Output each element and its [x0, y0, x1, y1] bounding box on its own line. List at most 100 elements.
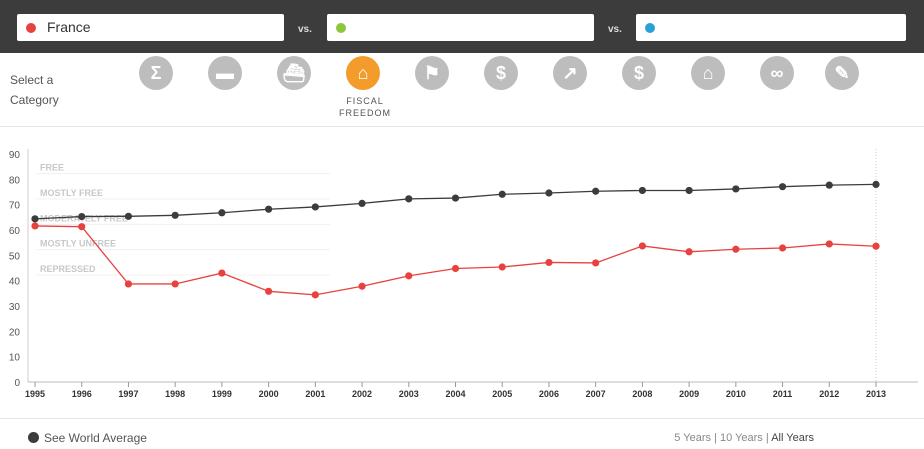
y-tick-label: 20	[9, 327, 21, 338]
data-point-world-average	[78, 212, 86, 221]
divider-bottom	[0, 418, 924, 419]
vs-label-2: vs.	[608, 24, 622, 35]
data-point-world-average	[545, 189, 553, 197]
data-point-france	[358, 282, 366, 290]
range-sep-1: |	[714, 432, 717, 444]
country-1-color-dot	[26, 23, 36, 33]
y-tick-label: 10	[9, 353, 21, 364]
data-point-france	[825, 240, 833, 248]
data-point-world-average	[778, 183, 787, 191]
data-point-world-average	[405, 195, 413, 203]
data-point-france	[124, 280, 133, 288]
country-input-3[interactable]	[636, 14, 906, 41]
range-sep-2: |	[765, 432, 769, 444]
dollar-icon[interactable]: $	[484, 56, 518, 90]
sigma-icon[interactable]: Σ	[139, 56, 173, 90]
data-point-world-average	[451, 194, 460, 202]
x-tick-label: 2003	[399, 389, 419, 399]
x-tick-label: 2012	[819, 389, 839, 399]
country-2-color-dot	[336, 23, 346, 33]
data-point-france	[545, 258, 553, 267]
flag-icon[interactable]: ⚑	[415, 56, 449, 90]
data-point-world-average	[825, 181, 833, 189]
band-label: REPRESSED	[40, 264, 96, 274]
divider-top	[0, 126, 924, 127]
data-point-world-average	[218, 209, 226, 217]
x-tick-label: 2009	[679, 389, 699, 399]
y-tick-label: 40	[9, 277, 21, 288]
x-tick-label: 2008	[632, 389, 652, 399]
y-tick-label: 80	[9, 175, 21, 186]
country-selector-bar: France vs. vs.	[0, 0, 924, 53]
x-tick-label: 2002	[352, 389, 372, 399]
country-1-name: France	[47, 19, 91, 35]
fiscal-building-icon[interactable]: ⌂	[346, 56, 380, 90]
data-point-world-average	[685, 186, 693, 195]
band-label: FREE	[40, 163, 64, 173]
y-tick-label: 30	[9, 302, 21, 313]
data-point-france	[31, 222, 39, 230]
house-icon[interactable]: ⌂	[691, 56, 725, 90]
data-point-france	[732, 245, 740, 253]
x-tick-label: 1998	[165, 389, 185, 399]
data-point-france	[171, 280, 179, 288]
series-line-france	[34, 225, 877, 296]
data-point-france	[778, 244, 787, 252]
y-tick-label: 60	[9, 226, 21, 237]
data-point-world-average	[171, 211, 179, 219]
x-tick-label: 2011	[773, 389, 793, 399]
data-point-world-average	[311, 203, 319, 211]
x-tick-label: 1997	[118, 389, 138, 399]
data-point-france	[685, 248, 693, 256]
world-average-label[interactable]: See World Average	[44, 431, 147, 445]
data-point-world-average	[124, 212, 133, 220]
x-tick-label: 1995	[25, 389, 45, 399]
x-tick-label: 1999	[212, 389, 232, 399]
mask-icon[interactable]: ∞	[760, 56, 794, 90]
data-point-france	[592, 259, 600, 267]
x-tick-label: 2004	[445, 389, 465, 399]
band-label: MOSTLY FREE	[40, 188, 103, 198]
active-category-label: FISCAL FREEDOM	[339, 96, 391, 118]
wrench-icon[interactable]: ✎	[825, 56, 859, 90]
y-tick-label: 70	[9, 201, 21, 212]
range-5-years[interactable]: 5 Years	[674, 432, 711, 444]
x-tick-label: 2005	[492, 389, 512, 399]
x-tick-label: 1996	[72, 389, 92, 399]
data-point-france	[498, 263, 506, 271]
ship-icon[interactable]: ⛴	[277, 56, 311, 90]
country-input-1[interactable]: France	[17, 14, 284, 41]
bank-icon[interactable]: $	[622, 56, 656, 90]
data-point-france	[872, 242, 880, 250]
x-tick-label: 2000	[259, 389, 279, 399]
data-point-france	[78, 223, 86, 231]
band-label: MOSTLY UNFREE	[40, 239, 116, 249]
data-point-world-average	[592, 187, 600, 195]
range-10-years[interactable]: 10 Years	[719, 432, 763, 444]
data-point-world-average	[732, 185, 740, 193]
chart-arrow-icon[interactable]: ↗	[553, 56, 587, 90]
x-tick-label: 2001	[305, 389, 325, 399]
data-point-world-average	[872, 180, 880, 188]
country-input-2[interactable]	[327, 14, 594, 41]
data-point-world-average	[638, 186, 646, 195]
y-tick-label: 0	[14, 378, 20, 389]
x-tick-label: 2007	[586, 389, 606, 399]
x-tick-label: 2013	[866, 389, 886, 399]
category-prompt: Select a Category	[10, 73, 59, 107]
data-point-france	[265, 287, 273, 295]
data-point-france	[311, 291, 319, 299]
data-point-world-average	[358, 199, 366, 207]
data-point-france	[451, 264, 460, 273]
x-tick-label: 2010	[726, 389, 746, 399]
y-tick-label: 50	[9, 251, 21, 262]
range-all-years[interactable]: All Years	[771, 432, 814, 444]
data-point-france	[638, 242, 646, 250]
data-point-world-average	[31, 215, 39, 223]
time-range-selector: 5 Years | 10 Years | All Years	[674, 432, 814, 444]
world-average-toggle-dot[interactable]	[28, 432, 39, 443]
briefcase-icon[interactable]: ▬	[208, 56, 242, 90]
data-point-france	[405, 272, 413, 280]
data-point-france	[218, 269, 226, 277]
